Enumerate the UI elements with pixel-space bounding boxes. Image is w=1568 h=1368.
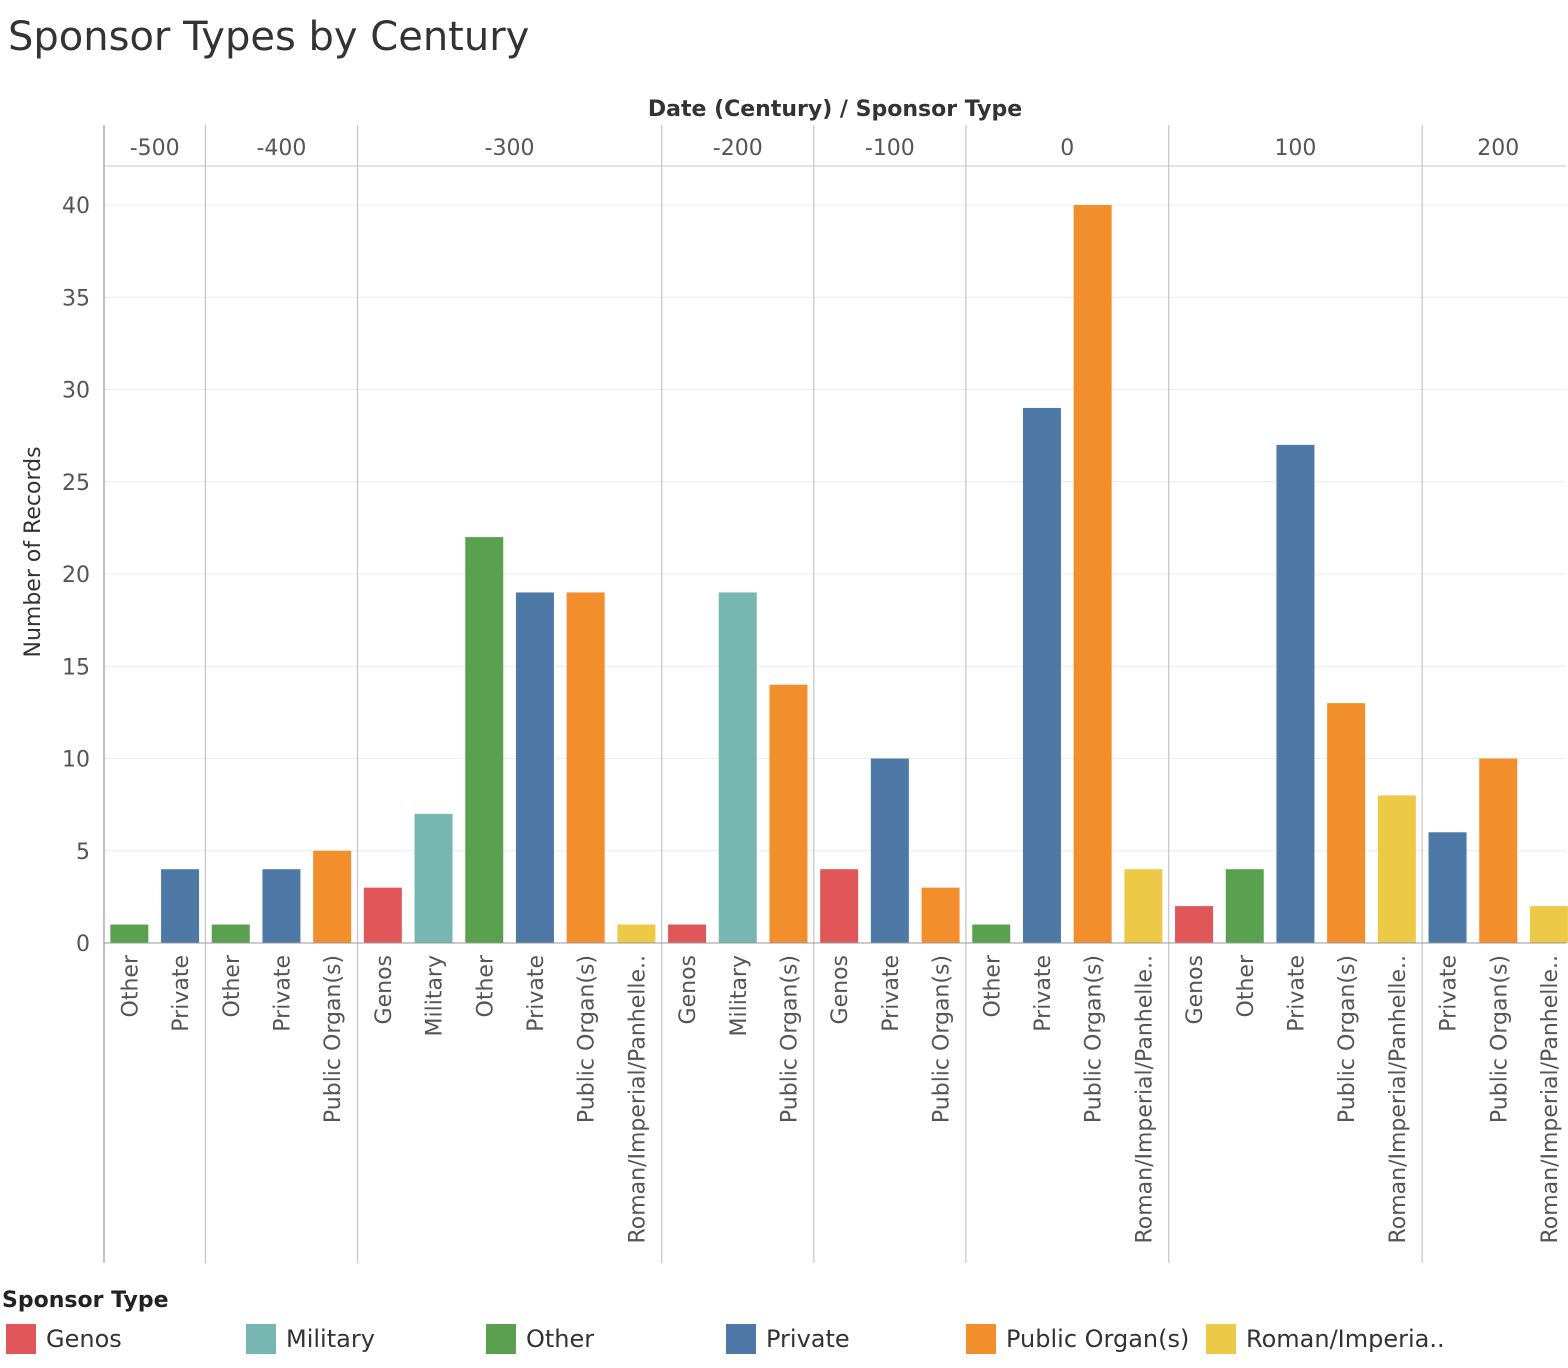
x-category-label: Public Organ(s): [777, 955, 802, 1123]
x-category-label: Military: [727, 955, 752, 1037]
bar: [313, 850, 352, 943]
century-header-label: -300: [485, 136, 535, 161]
x-category-label: Roman/Imperial/Panhelle..: [625, 955, 650, 1244]
legend-label: Military: [286, 1325, 375, 1353]
header-label: Date (Century) / Sponsor Type: [648, 97, 1022, 122]
bar: [161, 869, 200, 943]
legend-label: Private: [766, 1325, 850, 1353]
y-tick-label: 5: [76, 840, 90, 865]
legend-item: Public Organ(s): [966, 1322, 1189, 1356]
legend-label: Genos: [46, 1325, 122, 1353]
bar: [668, 924, 707, 943]
bar: [1175, 906, 1214, 943]
bar: [262, 869, 301, 943]
bar: [1276, 444, 1315, 943]
bar: [820, 869, 859, 943]
x-category-label: Private: [169, 955, 194, 1032]
x-category-label: Military: [423, 955, 448, 1037]
legend-item: Private: [726, 1322, 850, 1356]
century-header-label: -200: [713, 136, 763, 161]
chart-title: Sponsor Types by Century: [8, 14, 530, 60]
legend-swatch: [246, 1324, 276, 1354]
bar: [1022, 407, 1061, 943]
legend-item: Military: [246, 1322, 375, 1356]
x-category-label: Other: [1234, 954, 1259, 1017]
legend-swatch: [6, 1324, 36, 1354]
legend-item: Genos: [6, 1322, 122, 1356]
x-category-label: Other: [220, 954, 245, 1017]
bar: [718, 592, 757, 943]
x-category-label: Other: [118, 954, 143, 1017]
x-category-label: Genos: [828, 955, 853, 1024]
bar: [972, 924, 1011, 943]
bar: [1225, 869, 1264, 943]
bar: [515, 592, 554, 943]
legend-title: Sponsor Type: [2, 1288, 169, 1313]
x-category-label: Roman/Imperial/Panhelle..: [1538, 955, 1563, 1244]
legend-swatch: [1206, 1324, 1236, 1354]
century-header-label: -100: [865, 136, 915, 161]
y-axis-label: Number of Records: [21, 446, 46, 657]
x-category-label: Roman/Imperial/Panhelle..: [1132, 955, 1157, 1244]
bar: [1124, 869, 1163, 943]
bar: [1428, 832, 1467, 943]
x-category-label: Public Organ(s): [1082, 955, 1107, 1123]
legend-label: Public Organ(s): [1006, 1325, 1190, 1353]
bar: [110, 924, 149, 943]
x-category-label: Private: [524, 955, 549, 1032]
century-header-label: 100: [1274, 136, 1316, 161]
x-category-label: Private: [270, 955, 295, 1032]
bar: [1073, 205, 1112, 943]
x-category-label: Public Organ(s): [321, 955, 346, 1123]
y-tick-label: 20: [62, 563, 90, 588]
legend-label: Roman/Imperia..: [1246, 1325, 1445, 1353]
y-tick-label: 35: [62, 286, 90, 311]
y-tick-label: 0: [76, 932, 90, 957]
bar: [1327, 703, 1366, 943]
y-tick-label: 15: [62, 655, 90, 680]
bar: [1377, 795, 1416, 943]
bar: [921, 887, 960, 943]
x-category-label: Private: [879, 955, 904, 1032]
x-category-label: Other: [980, 954, 1005, 1017]
bar: [363, 887, 402, 943]
legend-swatch: [966, 1324, 996, 1354]
century-header-label: -400: [256, 136, 306, 161]
x-category-label: Genos: [372, 955, 397, 1024]
x-category-label: Private: [1437, 955, 1462, 1032]
y-tick-label: 40: [62, 194, 90, 219]
century-header-label: 0: [1060, 136, 1074, 161]
x-category-label: Private: [1031, 955, 1056, 1032]
legend-swatch: [726, 1324, 756, 1354]
x-category-label: Genos: [676, 955, 701, 1024]
legend-swatch: [486, 1324, 516, 1354]
bar-chart: Date (Century) / Sponsor Type Number of R…: [21, 97, 1568, 1263]
x-category-label: Private: [1284, 955, 1309, 1032]
bar: [1529, 906, 1568, 943]
bar: [870, 758, 909, 943]
x-category-label: Public Organ(s): [930, 955, 955, 1123]
y-tick-label: 25: [62, 471, 90, 496]
x-category-label: Other: [473, 954, 498, 1017]
century-header-label: 200: [1477, 136, 1519, 161]
x-category-label: Public Organ(s): [1487, 955, 1512, 1123]
bar: [465, 537, 504, 943]
bar: [566, 592, 605, 943]
legend-item: Roman/Imperia..: [1206, 1322, 1445, 1356]
century-header-label: -500: [130, 136, 180, 161]
x-category-label: Roman/Imperial/Panhelle..: [1386, 955, 1411, 1244]
y-tick-label: 10: [62, 748, 90, 773]
y-tick-label: 30: [62, 379, 90, 404]
legend-item: Other: [486, 1322, 594, 1356]
bar: [1479, 758, 1518, 943]
bar: [414, 813, 453, 943]
bar: [769, 684, 808, 943]
x-category-label: Public Organ(s): [575, 955, 600, 1123]
x-category-label: Public Organ(s): [1335, 955, 1360, 1123]
x-category-label: Genos: [1183, 955, 1208, 1024]
bar: [617, 924, 656, 943]
bar: [211, 924, 250, 943]
legend-label: Other: [526, 1325, 595, 1353]
